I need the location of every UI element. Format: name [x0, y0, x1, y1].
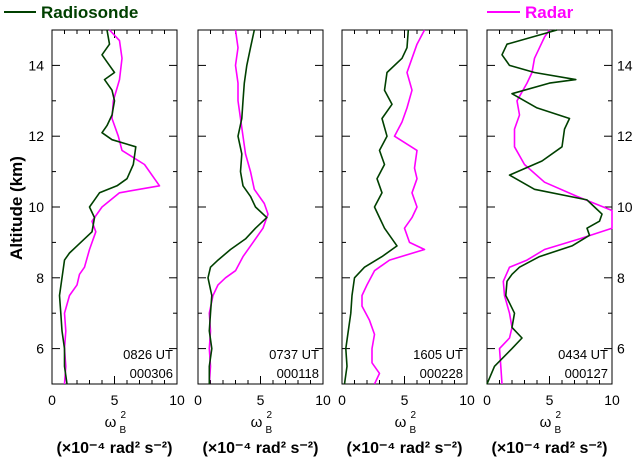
x-tick-label: 5	[401, 392, 409, 408]
x-tick-label: 0	[338, 392, 346, 408]
y-tick-label-right: 10	[617, 199, 633, 215]
legend-label-radar: Radar	[525, 3, 574, 22]
left-y-tick-labels: 6 8 10 12 14	[28, 57, 44, 356]
x-axis-label: ω 2 B	[540, 410, 562, 436]
right-y-tick-labels: 6 8 10 12 14	[617, 57, 633, 356]
panel-date-label: 000306	[130, 366, 173, 381]
series-line-radiosonde	[207, 29, 268, 384]
x-tick-label: 10	[459, 392, 475, 408]
y-tick-label-right: 8	[617, 270, 625, 286]
legend: Radiosonde Radar	[4, 3, 574, 22]
x-axis-symbol: ω	[251, 414, 263, 431]
x-tick-label: 5	[257, 392, 265, 408]
panel-date-label: 000228	[420, 366, 463, 381]
panel-3: 0 5 10 1605 UT 000228 ω 2 B (×10⁻⁴ rad² s⁻²)	[338, 29, 475, 457]
legend-label-radiosonde: Radiosonde	[41, 3, 138, 22]
panel-frame	[341, 29, 468, 385]
x-axis-label: ω 2 B	[251, 410, 273, 436]
panel-frame	[197, 29, 324, 385]
x-axis-units: (×10⁻⁴ rad² s⁻²)	[203, 440, 319, 457]
panel-4: 0 5 10 0434 UT 000127 ω 2 B (×10⁻⁴ rad² s⁻²)	[483, 29, 620, 457]
x-axis-label: ω 2 B	[395, 410, 417, 436]
x-tick-label: 10	[315, 392, 331, 408]
x-tick-label: 0	[48, 392, 56, 408]
x-axis-units: (×10⁻⁴ rad² s⁻²)	[57, 440, 173, 457]
x-axis-subscript: B	[120, 425, 127, 436]
x-tick-label: 0	[194, 392, 202, 408]
y-tick-label-left: 10	[28, 199, 44, 215]
panel-date-label: 000118	[277, 366, 319, 381]
x-axis-superscript: 2	[121, 410, 127, 421]
panel-frame	[51, 29, 178, 385]
x-axis-units: (×10⁻⁴ rad² s⁻²)	[347, 440, 463, 457]
y-tick-label-left: 14	[28, 57, 44, 73]
x-tick-label: 10	[604, 392, 620, 408]
series-line-radar	[208, 29, 269, 385]
x-axis-superscript: 2	[267, 410, 273, 421]
panel-time-label: 0434 UT	[558, 347, 608, 362]
series-line-radar	[63, 29, 161, 385]
x-tick-label: 5	[546, 392, 554, 408]
x-tick-label: 10	[169, 392, 185, 408]
x-axis-symbol: ω	[105, 414, 117, 431]
series-line-radiosonde	[343, 29, 410, 385]
x-axis-symbol: ω	[395, 414, 407, 431]
x-tick-label: 5	[111, 392, 119, 408]
y-tick-label-left: 8	[36, 270, 44, 286]
y-tick-label-right: 14	[617, 57, 633, 73]
y-axis-label: Altitude (km)	[7, 156, 26, 260]
panel-time-label: 0826 UT	[123, 347, 173, 362]
x-axis-subscript: B	[555, 425, 562, 436]
x-axis-subscript: B	[266, 425, 273, 436]
series-line-radiosonde	[58, 29, 137, 385]
panel-time-label: 1605 UT	[413, 347, 463, 362]
x-axis-superscript: 2	[411, 410, 417, 421]
x-axis-label: ω 2 B	[105, 410, 127, 436]
panel-time-label: 0737 UT	[269, 347, 319, 362]
series-line-radar	[361, 29, 426, 385]
panel-date-label: 000127	[565, 366, 608, 381]
x-axis-symbol: ω	[540, 414, 552, 431]
y-tick-label-left: 12	[28, 128, 44, 144]
series-line-radiosonde	[486, 29, 603, 385]
x-axis-subscript: B	[410, 425, 417, 436]
y-tick-label-right: 6	[617, 341, 625, 357]
x-tick-label: 0	[483, 392, 491, 408]
panel-1: 0 5 10 0826 UT 000306 ω 2 B (×10⁻⁴ rad² s⁻²)	[48, 29, 185, 457]
x-axis-units: (×10⁻⁴ rad² s⁻²)	[492, 440, 608, 457]
series-line-radar	[498, 29, 613, 385]
panel-2: 0 5 10 0737 UT 000118 ω 2 B (×10⁻⁴ rad² s⁻²)	[194, 29, 331, 457]
x-axis-superscript: 2	[556, 410, 562, 421]
y-tick-label-left: 6	[36, 341, 44, 357]
y-tick-label-right: 12	[617, 128, 633, 144]
